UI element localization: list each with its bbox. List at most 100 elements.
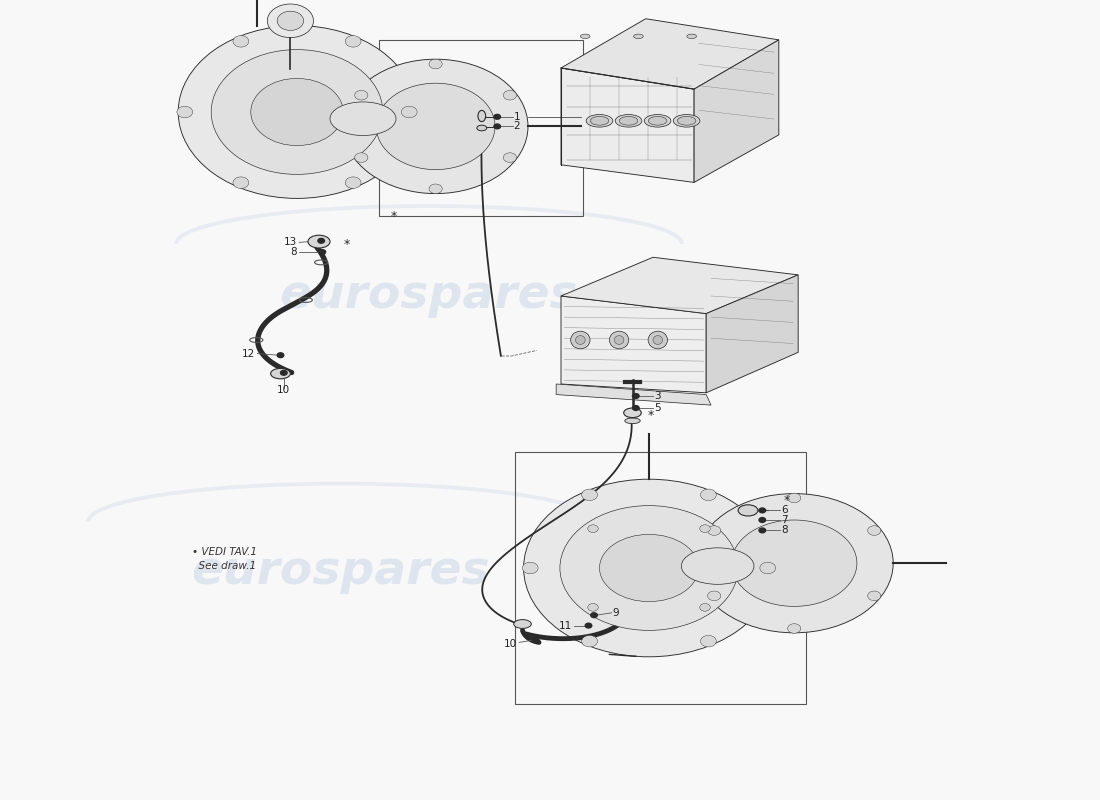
Text: 9: 9 [613, 608, 619, 618]
Ellipse shape [653, 336, 662, 344]
Circle shape [707, 591, 721, 601]
Ellipse shape [695, 494, 893, 633]
Ellipse shape [330, 102, 396, 135]
Text: 11: 11 [559, 621, 572, 630]
Ellipse shape [271, 368, 290, 378]
Ellipse shape [619, 117, 638, 125]
Text: 8: 8 [290, 247, 297, 257]
Ellipse shape [673, 114, 700, 127]
Circle shape [522, 562, 538, 574]
Ellipse shape [575, 336, 585, 344]
Ellipse shape [376, 83, 495, 170]
Circle shape [759, 508, 766, 513]
Circle shape [345, 35, 361, 47]
Circle shape [345, 177, 361, 189]
Circle shape [504, 90, 517, 100]
Ellipse shape [586, 114, 613, 127]
Text: 10: 10 [504, 639, 517, 649]
Ellipse shape [277, 11, 304, 30]
Ellipse shape [587, 603, 598, 611]
Text: 3: 3 [654, 391, 661, 401]
Polygon shape [561, 18, 779, 89]
Text: 2: 2 [514, 122, 520, 131]
Circle shape [319, 250, 326, 254]
Ellipse shape [211, 50, 383, 174]
Polygon shape [557, 384, 711, 405]
Polygon shape [694, 40, 779, 182]
Circle shape [591, 613, 597, 618]
Ellipse shape [732, 520, 857, 606]
Ellipse shape [686, 34, 696, 38]
Ellipse shape [700, 525, 711, 533]
Ellipse shape [600, 534, 698, 602]
Circle shape [788, 624, 801, 634]
Circle shape [701, 635, 716, 647]
Polygon shape [561, 296, 706, 393]
Ellipse shape [308, 235, 330, 248]
Text: *: * [343, 238, 350, 251]
Ellipse shape [477, 126, 486, 130]
Ellipse shape [571, 331, 590, 349]
Circle shape [233, 177, 249, 189]
Circle shape [868, 526, 881, 535]
Text: See draw.1: See draw.1 [192, 562, 256, 571]
Ellipse shape [681, 548, 754, 584]
Circle shape [582, 489, 597, 501]
Text: 12: 12 [242, 349, 255, 358]
Ellipse shape [625, 418, 640, 424]
Circle shape [632, 406, 639, 410]
Ellipse shape [634, 34, 643, 38]
Circle shape [494, 114, 501, 119]
Text: 10: 10 [277, 386, 290, 395]
Circle shape [759, 528, 766, 533]
Circle shape [585, 623, 592, 628]
Circle shape [177, 106, 192, 118]
Ellipse shape [581, 34, 590, 38]
Text: 7: 7 [781, 515, 788, 525]
Circle shape [494, 124, 501, 129]
Ellipse shape [587, 525, 598, 533]
Ellipse shape [560, 506, 738, 630]
Ellipse shape [514, 619, 531, 629]
Text: 6: 6 [781, 506, 788, 515]
Circle shape [402, 106, 417, 118]
Text: eurospares: eurospares [279, 274, 579, 318]
Circle shape [504, 153, 517, 162]
Circle shape [280, 370, 287, 375]
Ellipse shape [343, 59, 528, 194]
Text: 5: 5 [654, 403, 661, 413]
Ellipse shape [524, 479, 774, 657]
Circle shape [707, 526, 721, 535]
Circle shape [532, 638, 539, 642]
Ellipse shape [648, 331, 668, 349]
Ellipse shape [700, 603, 711, 611]
Text: *: * [390, 210, 397, 223]
Ellipse shape [477, 110, 486, 122]
Circle shape [632, 394, 639, 398]
Ellipse shape [609, 331, 629, 349]
Ellipse shape [648, 117, 667, 125]
Circle shape [354, 153, 367, 162]
Text: *: * [783, 494, 790, 507]
Polygon shape [561, 258, 799, 314]
Circle shape [701, 489, 716, 501]
Circle shape [759, 518, 766, 522]
Ellipse shape [267, 4, 314, 38]
Text: • VEDI TAV.1: • VEDI TAV.1 [192, 547, 257, 557]
Text: 8: 8 [781, 526, 788, 535]
Circle shape [868, 591, 881, 601]
Ellipse shape [678, 117, 696, 125]
Ellipse shape [614, 336, 624, 344]
Text: eurospares: eurospares [191, 550, 491, 594]
Ellipse shape [738, 505, 758, 516]
Polygon shape [561, 68, 694, 182]
Circle shape [582, 635, 597, 647]
Ellipse shape [624, 408, 641, 418]
Circle shape [429, 59, 442, 69]
Circle shape [788, 493, 801, 502]
Text: 13: 13 [284, 238, 297, 247]
Circle shape [760, 562, 775, 574]
Circle shape [429, 184, 442, 194]
Ellipse shape [645, 114, 671, 127]
Circle shape [233, 35, 249, 47]
